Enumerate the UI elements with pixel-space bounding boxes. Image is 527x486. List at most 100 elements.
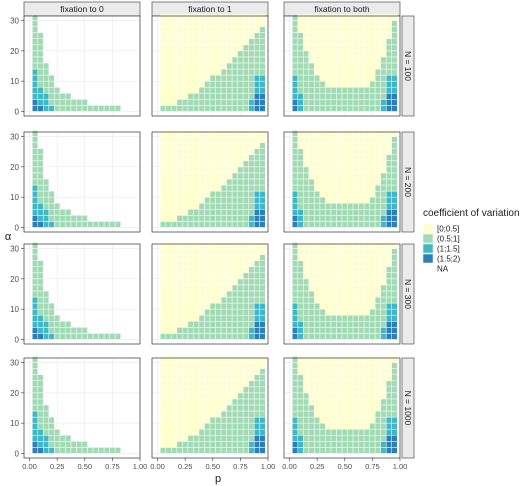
heatmap-cell (341, 172, 348, 180)
heatmap-cell (193, 242, 200, 249)
heatmap-cell (226, 422, 233, 430)
heatmap-cell (336, 196, 343, 204)
heatmap-cell (325, 56, 332, 64)
heatmap-cell (32, 80, 39, 88)
heatmap-cell (369, 130, 376, 137)
heatmap-cell (391, 190, 398, 198)
heatmap-cell (308, 368, 315, 375)
heatmap-cell (248, 62, 255, 70)
heatmap-cell (297, 190, 304, 198)
heatmap-cell (198, 266, 205, 274)
heatmap-cell (330, 130, 337, 137)
heatmap-cell (187, 56, 194, 64)
heatmap-cell (391, 209, 398, 216)
heatmap-cell (341, 321, 348, 328)
y-tick-label: 0 (15, 107, 20, 116)
heatmap-cell (374, 215, 381, 222)
heatmap-cell (374, 260, 381, 267)
heatmap-cell (308, 99, 315, 106)
heatmap-cell (160, 296, 167, 304)
heatmap-cell (314, 327, 321, 334)
heatmap-cell (98, 221, 105, 228)
heatmap-cell (215, 105, 222, 112)
heatmap-cell (193, 196, 200, 204)
heatmap-cell (70, 327, 77, 334)
heatmap-cell (37, 272, 44, 280)
heatmap-cell (242, 154, 249, 162)
heatmap-cell (380, 356, 387, 363)
heatmap-cell (325, 284, 332, 292)
heatmap-cell (319, 38, 326, 46)
heatmap-cell (165, 308, 172, 316)
heatmap-cell (385, 166, 392, 174)
heatmap-cell (160, 130, 167, 137)
heatmap-cell (182, 160, 189, 168)
heatmap-cell (160, 184, 167, 192)
heatmap-cell (319, 284, 326, 292)
heatmap-cell (193, 260, 200, 267)
heatmap-cell (336, 368, 343, 375)
heatmap-cell (336, 308, 343, 316)
heatmap-cell (292, 38, 299, 46)
heatmap-cell (391, 196, 398, 204)
heatmap-cell (336, 284, 343, 292)
heatmap-cell (176, 74, 183, 82)
heatmap-cell (374, 166, 381, 174)
heatmap-cell (215, 392, 222, 400)
heatmap-cell (242, 435, 249, 442)
heatmap-cell (226, 154, 233, 162)
heatmap-cell (204, 62, 211, 70)
heatmap-cell (303, 68, 310, 76)
heatmap-cell (336, 435, 343, 442)
heatmap-cell (160, 44, 167, 52)
y-tick-label: 30 (10, 17, 19, 26)
heatmap-cell (231, 20, 238, 27)
heatmap-cell (314, 266, 321, 274)
facet-strip-label: fixation to 1 (188, 4, 232, 14)
heatmap-cell (380, 308, 387, 316)
heatmap-cell (391, 136, 398, 143)
heatmap-cell (358, 93, 365, 100)
heatmap-cell (209, 50, 216, 58)
heatmap-cell (160, 435, 167, 442)
heatmap-cell (369, 242, 376, 249)
heatmap-cell (374, 50, 381, 58)
heatmap-cell (314, 284, 321, 292)
heatmap-cell (198, 278, 205, 286)
heatmap-cell (358, 130, 365, 137)
heatmap-cell (385, 190, 392, 198)
heatmap-cell (352, 50, 359, 58)
heatmap-cell (330, 80, 337, 88)
heatmap-cell (165, 38, 172, 46)
heatmap-cell (193, 321, 200, 328)
heatmap-cell (292, 422, 299, 430)
heatmap-cell (32, 321, 39, 328)
heatmap-cell (48, 196, 55, 204)
heatmap-cell (220, 142, 227, 149)
heatmap-cell (231, 172, 238, 180)
heatmap-cell (347, 221, 354, 228)
heatmap-cell (226, 368, 233, 375)
heatmap-cell (237, 130, 244, 137)
heatmap-cell (253, 74, 260, 82)
legend-swatch (422, 243, 434, 254)
heatmap-cell (352, 278, 359, 286)
heatmap-cell (231, 209, 238, 216)
heatmap-cell (352, 302, 359, 310)
heatmap-cell (198, 50, 205, 58)
heatmap-cell (303, 422, 310, 430)
heatmap-cell (314, 56, 321, 64)
heatmap-cell (248, 362, 255, 369)
heatmap-cell (308, 302, 315, 310)
heatmap-cell (32, 447, 39, 454)
heatmap-cell (253, 248, 260, 255)
heatmap-cell (314, 422, 321, 430)
heatmap-cell (391, 410, 398, 418)
heatmap-cell (374, 398, 381, 406)
heatmap-cell (259, 302, 266, 310)
heatmap-cell (319, 26, 326, 33)
heatmap-cell (330, 422, 337, 430)
heatmap-cell (352, 62, 359, 70)
heatmap-cell (198, 190, 205, 198)
heatmap-cell (253, 321, 260, 328)
